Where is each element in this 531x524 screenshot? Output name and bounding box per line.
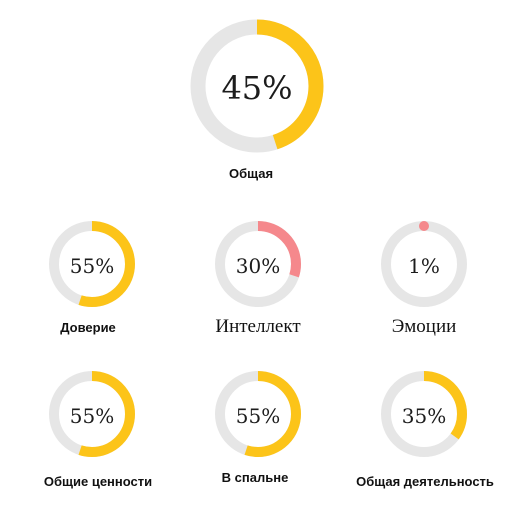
trust-label: Доверие — [60, 320, 116, 335]
bedroom-percent: 55% — [236, 404, 280, 428]
bedroom-label: В спальне — [222, 470, 289, 485]
trust-percent: 55% — [70, 254, 114, 278]
shared-values-label: Общие ценности — [44, 474, 152, 489]
intellect-percent: 30% — [236, 254, 280, 278]
emotions-percent: 1% — [408, 254, 440, 278]
overall-label: Общая — [229, 166, 273, 181]
emotions-label: Эмоции — [392, 316, 457, 338]
shared-values-percent: 55% — [70, 404, 114, 428]
intellect-label: Интеллект — [215, 316, 300, 338]
overall-percent: 45% — [221, 69, 292, 107]
shared-activity-percent: 35% — [402, 404, 446, 428]
shared-activity-label: Общая деятельность — [356, 474, 494, 489]
